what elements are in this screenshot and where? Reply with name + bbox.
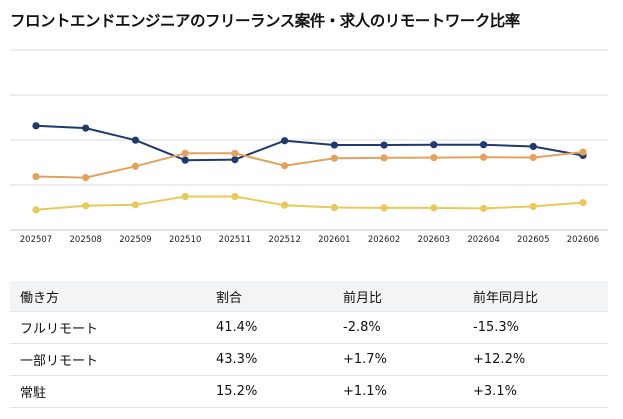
data-point	[330, 154, 338, 162]
series-line	[35, 151, 584, 179]
table-row: 常駐 15.2% +1.1% +3.1%	[10, 375, 608, 408]
header-mom: 前月比	[333, 281, 463, 312]
data-point	[181, 192, 189, 201]
x-tick-label: 202512	[268, 235, 300, 245]
chart-gridlines	[10, 49, 608, 231]
header-ratio: 割合	[206, 281, 333, 312]
data-point	[430, 204, 438, 212]
data-point	[330, 141, 338, 149]
x-tick-label: 202602	[368, 235, 400, 245]
data-point	[529, 142, 537, 151]
x-axis-tick-labels: 202507 202508 202509 202510 202511 202512 2026…	[20, 235, 599, 245]
chart-title: フロントエンドエンジニアのフリーランス案件・求人のリモートワーク比率	[10, 12, 520, 30]
data-point	[430, 141, 438, 149]
data-point	[32, 206, 40, 214]
cell-work-style: フルリモート	[10, 311, 206, 344]
data-point	[430, 154, 438, 162]
data-point	[181, 156, 189, 164]
x-tick-label: 202601	[318, 235, 350, 245]
x-tick-label: 202510	[169, 235, 201, 245]
data-point	[32, 172, 40, 181]
table-row: フルリモート 41.4% -2.8% -15.3%	[10, 311, 608, 344]
x-tick-label: 202509	[119, 235, 151, 245]
data-point	[281, 162, 289, 170]
data-point	[380, 141, 388, 149]
line-chart: 202507 202508 202509 202510 202511 202512 2026…	[10, 49, 608, 245]
remote-ratio-table: 働き方 割合 前月比 前年同月比 フルリモート 41.4% -2.8% -15.…	[10, 281, 608, 408]
data-point	[330, 203, 338, 212]
cell-yoy: -15.3%	[463, 311, 608, 344]
cell-ratio: 41.4%	[206, 311, 333, 344]
series-2	[32, 148, 587, 182]
data-point	[529, 153, 537, 162]
data-point	[82, 124, 90, 132]
header-yoy: 前年同月比	[463, 281, 608, 312]
series-line	[35, 195, 584, 211]
chart-series	[32, 122, 587, 214]
data-point	[579, 148, 587, 156]
data-point	[32, 122, 40, 130]
data-point	[231, 156, 239, 164]
data-point	[131, 162, 140, 170]
cell-work-style: 常駐	[10, 375, 206, 408]
cell-mom: -2.8%	[333, 311, 463, 344]
data-point	[131, 201, 140, 209]
data-point	[82, 202, 90, 210]
x-tick-label: 202606	[567, 235, 599, 245]
data-point	[479, 204, 488, 212]
x-tick-label: 202603	[418, 235, 450, 245]
series-1	[32, 122, 587, 164]
cell-yoy: +3.1%	[463, 375, 608, 408]
x-tick-label: 202507	[20, 235, 52, 245]
series-line	[35, 124, 584, 162]
data-point	[529, 202, 537, 211]
data-point	[479, 153, 488, 161]
cell-work-style: 一部リモート	[10, 343, 206, 376]
x-tick-label: 202604	[467, 235, 499, 245]
header-work-style: 働き方	[10, 281, 206, 312]
data-point	[281, 137, 289, 145]
table-row: 一部リモート 43.3% +1.7% +12.2%	[10, 343, 608, 376]
cell-ratio: 43.3%	[206, 343, 333, 376]
cell-mom: +1.1%	[333, 375, 463, 408]
data-point	[82, 174, 90, 182]
data-point	[231, 192, 239, 201]
data-point	[579, 199, 587, 207]
data-point	[231, 149, 239, 157]
data-point	[479, 141, 488, 149]
data-point	[131, 136, 140, 144]
table-header-row: 働き方 割合 前月比 前年同月比	[10, 281, 608, 312]
cell-mom: +1.7%	[333, 343, 463, 376]
data-point	[380, 154, 388, 162]
data-point	[181, 149, 189, 157]
x-tick-label: 202605	[517, 235, 549, 245]
cell-yoy: +12.2%	[463, 343, 608, 376]
x-tick-label: 202511	[219, 235, 251, 245]
series-3	[32, 192, 587, 214]
data-point	[281, 201, 289, 209]
x-tick-label: 202508	[70, 235, 102, 245]
data-point	[380, 204, 388, 212]
cell-ratio: 15.2%	[206, 375, 333, 408]
